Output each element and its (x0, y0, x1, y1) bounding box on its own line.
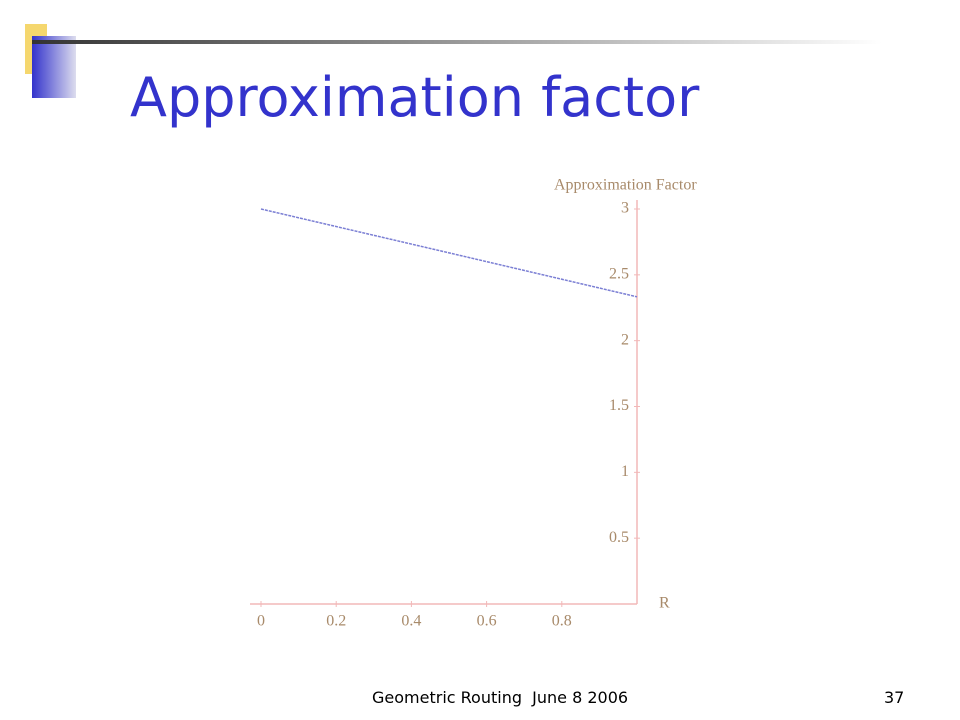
x-tick-label: 0 (257, 613, 265, 630)
y-tick-label: 2.5 (609, 266, 629, 283)
y-tick-label: 2 (621, 331, 629, 348)
y-tick-label: 3 (621, 200, 629, 217)
y-tick-label: 1 (621, 463, 629, 480)
x-tick-label: 0.8 (552, 613, 572, 630)
page-number: 37 (884, 688, 905, 707)
x-tick-label: 0.2 (326, 613, 346, 630)
x-tick-label: 0.6 (477, 613, 497, 630)
y-tick-label: 0.5 (609, 529, 629, 546)
decor-blue (32, 36, 76, 98)
data-line (260, 208, 638, 298)
x-tick-label: 0.4 (401, 613, 421, 630)
decor-line (32, 40, 882, 44)
y-tick-label: 1.5 (609, 397, 629, 414)
slide-title: Approximation factor (130, 66, 700, 129)
x-axis-label: R (659, 595, 670, 612)
y-axis-label: Approximation Factor (554, 177, 697, 194)
footer: Geometric Routing June 8 2006 (372, 688, 629, 707)
